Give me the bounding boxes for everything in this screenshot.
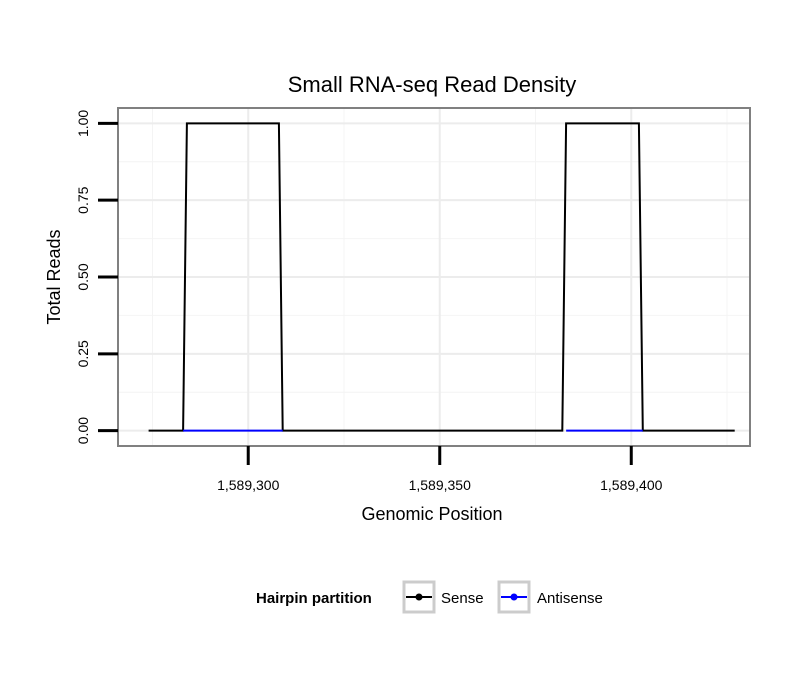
y-tick-label: 0.25 <box>75 340 91 367</box>
legend-title: Hairpin partition <box>256 590 372 607</box>
y-tick-label: 1.00 <box>75 110 91 137</box>
series-lines <box>148 122 735 432</box>
x-tick-label: 1,589,300 <box>217 477 279 493</box>
y-tick-label: 0.75 <box>75 186 91 213</box>
chart-title: Small RNA-seq Read Density <box>288 72 577 97</box>
legend: Hairpin partition Sense Antisense <box>256 580 603 614</box>
legend-key-point <box>415 593 423 601</box>
legend-label-antisense: Antisense <box>537 590 603 607</box>
y-axis: 0.00 0.25 0.50 0.75 1.00 <box>75 110 118 444</box>
x-axis-title: Genomic Position <box>361 504 502 524</box>
legend-key-point <box>510 593 518 601</box>
y-tick-label: 0.50 <box>75 263 91 290</box>
grid <box>118 108 750 446</box>
x-tick-label: 1,589,400 <box>600 477 662 493</box>
x-tick-label: 1,589,350 <box>409 477 471 493</box>
series-line-sense <box>148 122 735 432</box>
y-tick-label: 0.00 <box>75 417 91 444</box>
legend-label-sense: Sense <box>441 590 484 607</box>
y-axis-title: Total Reads <box>44 229 64 324</box>
x-axis: 1,589,300 1,589,350 1,589,400 <box>217 446 663 493</box>
legend-key-antisense <box>497 580 531 614</box>
